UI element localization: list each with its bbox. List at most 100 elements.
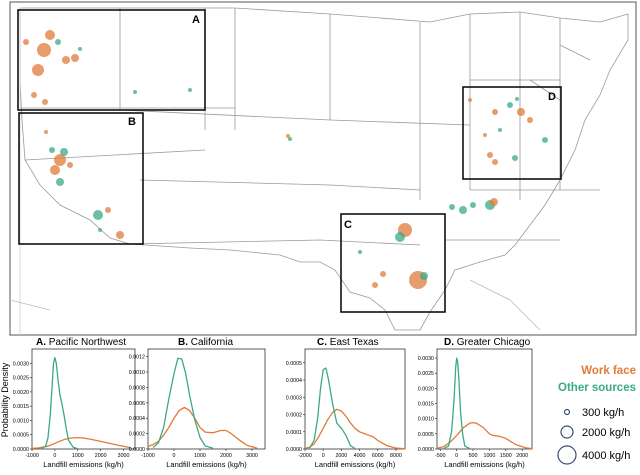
density-line-other-sources [152, 357, 214, 449]
y-tick-label: 0.0006 [129, 401, 145, 407]
emission-markers [23, 30, 548, 289]
y-tick-label: 0.0005 [286, 361, 302, 367]
emission-source-marker [93, 210, 103, 220]
y-tick-label: 0.0025 [13, 376, 29, 382]
y-tick-label: 0.0015 [13, 404, 29, 410]
x-tick-label: 1000 [72, 453, 84, 459]
panel-title-letter: D. [444, 337, 457, 348]
emission-source-marker [492, 109, 498, 115]
x-tick-label: 1000 [484, 453, 496, 459]
y-tick-label: 0.0000 [129, 447, 145, 453]
emission-source-marker [71, 54, 79, 62]
emission-source-marker [512, 155, 518, 161]
panel-title-letter: C. [317, 337, 330, 348]
panel-title: C. East Texas [317, 337, 379, 348]
emission-source-marker [542, 137, 548, 143]
y-tick-label: 0.0004 [286, 378, 302, 384]
x-tick-label: 0 [53, 453, 56, 459]
x-axis-label: Landfill emissions (kg/h) [43, 460, 124, 469]
density-panel: D. Greater Chicago 0.0000 0.0005 0.0010 0.00… [418, 337, 533, 469]
panel-title: D. Greater Chicago [444, 337, 531, 348]
emission-source-marker [62, 56, 70, 64]
x-tick-label: 2000 [335, 453, 347, 459]
x-tick-label: -1000 [141, 453, 155, 459]
x-tick-label: 4000 [354, 453, 366, 459]
x-tick-label: 0 [455, 453, 458, 459]
x-tick-label: 8000 [390, 453, 402, 459]
density-line-work-face [436, 421, 533, 450]
panel-frame [304, 348, 406, 450]
y-tick-label: 0.0010 [13, 418, 29, 424]
y-tick-label: 0.0030 [418, 356, 434, 362]
region-box-d [462, 86, 562, 180]
legend-size-marker-medium [560, 425, 574, 439]
legend-other-sources: Other sources [558, 382, 636, 394]
region-box-a [17, 9, 206, 111]
emission-source-marker [490, 198, 498, 206]
y-tick-label: 0.0010 [129, 370, 145, 376]
y-tick-label: 0.0015 [418, 402, 434, 408]
panel-frame [436, 348, 533, 450]
x-tick-label: -1000 [25, 453, 39, 459]
emission-source-marker [105, 207, 111, 213]
emission-source-marker [49, 147, 55, 153]
emission-source-marker [56, 178, 64, 186]
y-axis-label: Probability Density [0, 362, 10, 437]
x-axis-label: Landfill emissions (kg/h) [444, 460, 525, 469]
legend-size-marker-small [563, 408, 571, 416]
y-tick-label: 0.0025 [418, 371, 434, 377]
panel-title-text: Pacific Northwest [49, 337, 126, 348]
map-frame [9, 1, 637, 336]
x-tick-label: 1500 [500, 453, 512, 459]
region-label-d: D [548, 91, 556, 103]
panel-title: A. Pacific Northwest [36, 337, 126, 348]
panel-title-letter: A. [36, 337, 49, 348]
x-tick-label: 6000 [372, 453, 384, 459]
region-label-b: B [128, 116, 136, 128]
panel-title: B. California [178, 337, 233, 348]
panel-frame [31, 348, 136, 450]
density-line-other-sources [40, 356, 78, 450]
panel-title-text: California [191, 337, 234, 348]
emission-source-marker [133, 90, 137, 94]
emission-source-marker [50, 165, 60, 175]
emission-source-marker [45, 30, 55, 40]
y-tick-label: 0.0004 [129, 416, 145, 422]
y-tick-label: 0.0012 [129, 355, 145, 361]
y-tick-label: 0.0002 [129, 432, 145, 438]
x-tick-label: 0 [322, 453, 325, 459]
y-tick-label: 0.0020 [13, 390, 29, 396]
emission-source-marker [527, 117, 533, 123]
emission-source-marker [188, 88, 192, 92]
emission-source-marker [98, 228, 102, 232]
emission-source-marker [420, 272, 428, 280]
emission-source-marker [42, 99, 48, 105]
emission-source-marker [487, 152, 493, 158]
x-tick-label: 2000 [516, 453, 528, 459]
x-tick-label: -500 [435, 453, 446, 459]
density-panel: A. Pacific Northwest 0.0000 0.0005 0.0010 0.… [13, 337, 136, 469]
density-line-work-face [31, 436, 131, 450]
panel-title-letter: B. [178, 337, 191, 348]
emission-source-marker [449, 204, 455, 210]
density-panel: C. East Texas 0.0000 0.0001 0.0002 0.0003 0.0… [286, 337, 406, 469]
emission-source-marker [31, 92, 37, 98]
panel-frame [147, 348, 266, 450]
emission-source-marker [492, 159, 498, 165]
y-tick-label: 0.0005 [13, 433, 29, 439]
emission-source-marker [32, 64, 44, 76]
x-tick-label: 1000 [194, 453, 206, 459]
y-tick-label: 0.0002 [286, 413, 302, 419]
emission-source-marker [358, 250, 362, 254]
emission-source-marker [372, 282, 378, 288]
panel-title-text: Greater Chicago [457, 337, 531, 348]
region-boxes [17, 9, 562, 313]
emission-source-marker [517, 108, 525, 116]
region-box-c [340, 213, 446, 313]
emission-source-marker [44, 130, 48, 134]
emission-source-marker [515, 97, 519, 101]
region-label-c: C [344, 219, 352, 231]
legend-size-2000: 2000 kg/h [582, 427, 630, 439]
x-axis-label: Landfill emissions (kg/h) [166, 460, 247, 469]
density-panels: A. Pacific Northwest 0.0000 0.0005 0.0010 0.… [13, 337, 533, 469]
